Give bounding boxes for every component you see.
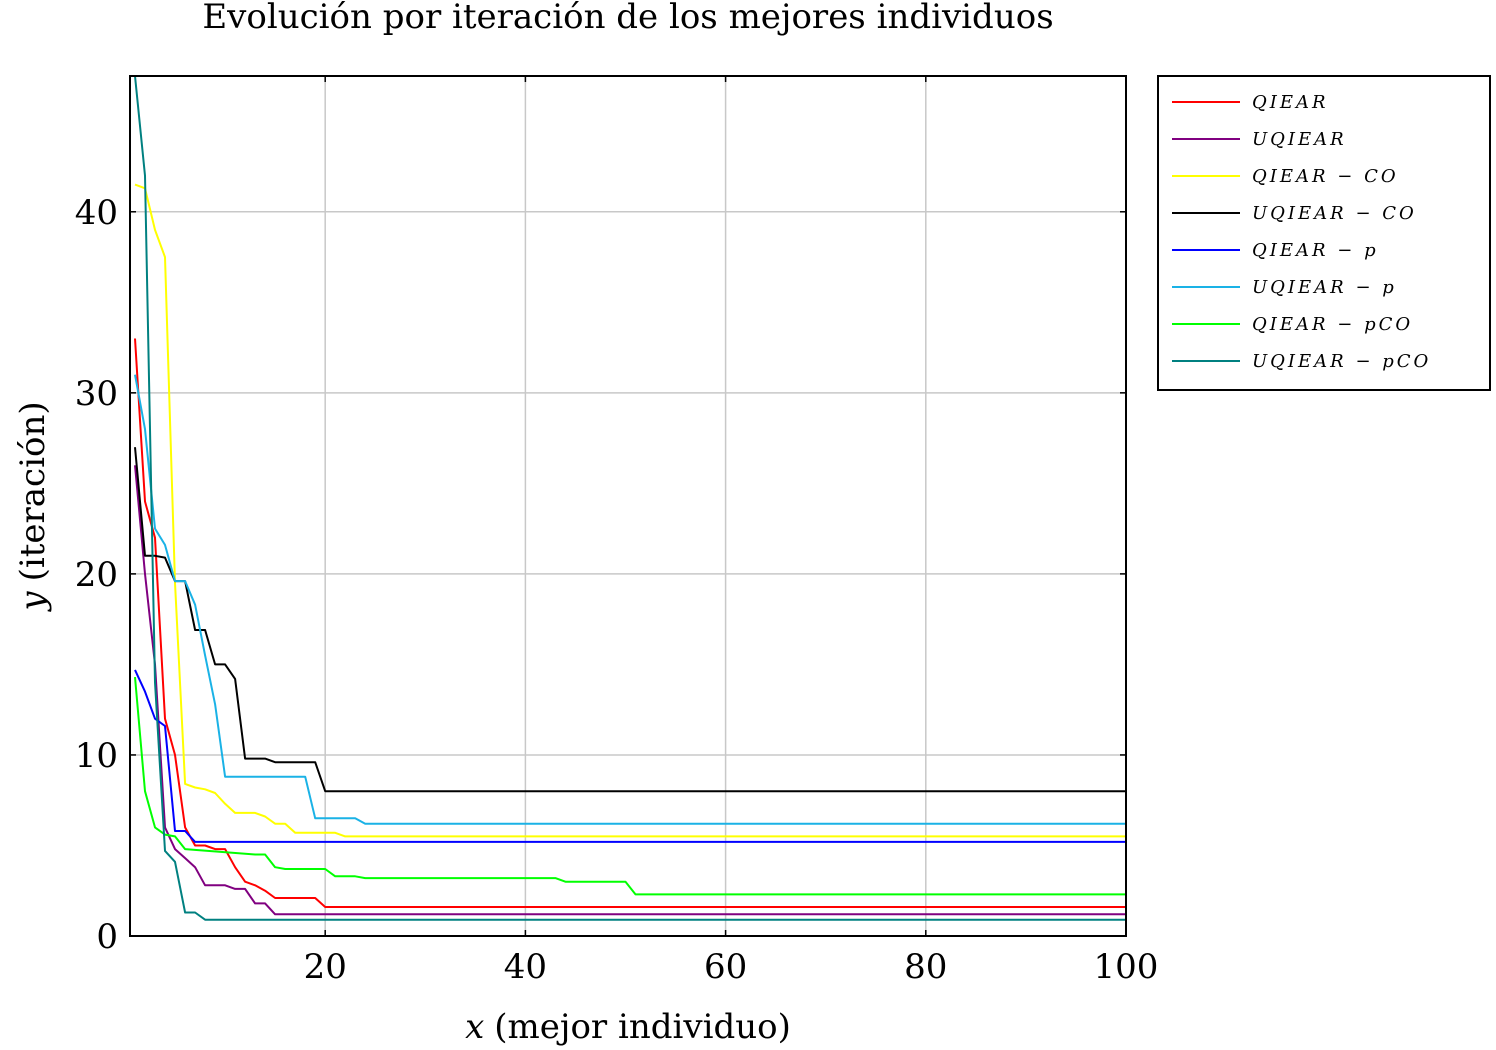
x-tick-label: 20 <box>304 947 347 987</box>
series-line-uqiear-co <box>134 447 1126 793</box>
series-line-qiear <box>134 338 1126 908</box>
legend: QIEAR UQIEAR QIEAR − CO UQIEAR − CO QIEAR − … <box>1157 75 1491 391</box>
legend-label-uqiear-pco: UQIEAR − pCO <box>1252 351 1431 372</box>
plot-frame <box>129 75 1127 937</box>
x-axis-label: x (mejor individuo) <box>465 1007 791 1047</box>
legend-label-qiear-p: QIEAR − p <box>1252 240 1379 261</box>
legend-label-uqiear-p: UQIEAR − p <box>1252 277 1397 298</box>
series-line-qiear-p <box>134 669 1126 843</box>
x-axis-label-text: (mejor individuo) <box>494 1007 791 1047</box>
series-line-qiear-pco <box>134 677 1126 896</box>
x-tick-labels: 20 40 60 80 100 <box>304 947 1159 987</box>
series-line-qiear-co <box>134 183 1126 838</box>
series-line-uqiear-p <box>134 374 1126 825</box>
chart-title: Evolución por iteración de los mejores i… <box>202 0 1053 37</box>
x-axis-label-var: x <box>465 1007 484 1047</box>
y-tick-label: 40 <box>75 193 118 233</box>
y-axis-label: y (iteración) <box>13 401 53 612</box>
y-tick-label: 30 <box>75 374 118 414</box>
grid <box>130 76 1127 936</box>
y-axis-label-var: y <box>13 591 53 613</box>
tick-marks <box>130 76 1127 937</box>
x-tick-label: 80 <box>904 947 947 987</box>
y-axis-label-text: (iteración) <box>13 401 53 581</box>
legend-label-qiear: QIEAR <box>1252 92 1329 113</box>
x-tick-label: 100 <box>1094 947 1159 987</box>
y-tick-labels: 0 10 20 30 40 <box>75 193 118 957</box>
legend-items: QIEAR UQIEAR QIEAR − CO UQIEAR − CO QIEAR − … <box>1172 92 1431 372</box>
series-line-uqiear-pco <box>134 75 1126 921</box>
y-tick-label: 0 <box>96 917 118 957</box>
legend-box <box>1157 75 1491 391</box>
legend-label-uqiear: UQIEAR <box>1252 129 1347 150</box>
series-group <box>134 75 1126 921</box>
legend-label-uqiear-co: UQIEAR − CO <box>1252 203 1417 224</box>
legend-label-qiear-pco: QIEAR − pCO <box>1252 314 1413 335</box>
y-tick-label: 20 <box>75 555 118 595</box>
x-tick-label: 60 <box>704 947 747 987</box>
series-line-uqiear <box>134 465 1126 916</box>
legend-label-qiear-co: QIEAR − CO <box>1252 166 1399 187</box>
y-tick-label: 10 <box>75 736 118 776</box>
x-tick-label: 40 <box>504 947 547 987</box>
